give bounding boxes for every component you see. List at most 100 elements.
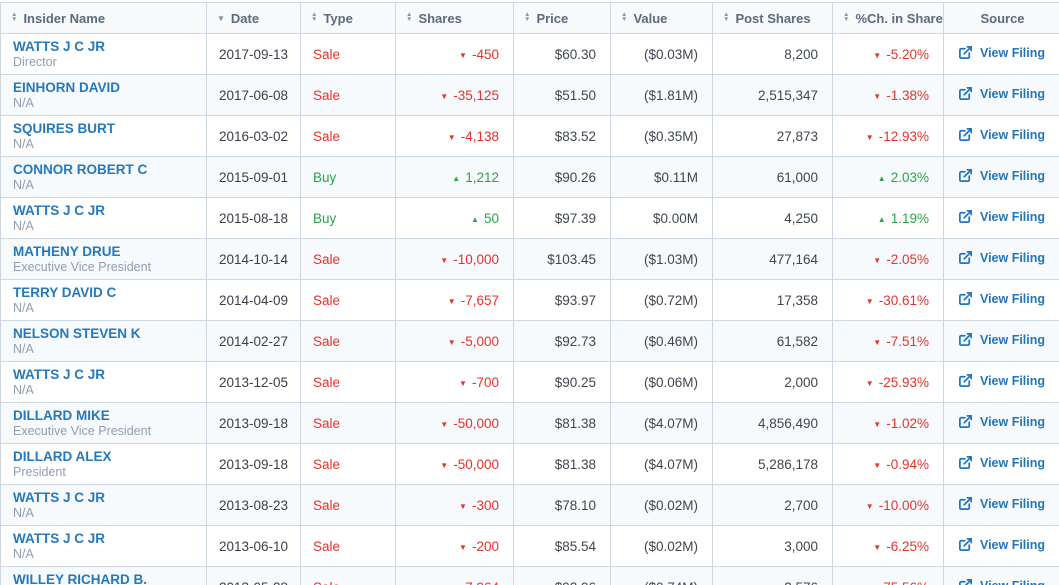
pct-change-value: -30.61% bbox=[878, 292, 929, 308]
post-shares-cell: 2,515,347 bbox=[712, 74, 833, 116]
column-header-post_shares[interactable]: ▲▼ ▼ Post Shares bbox=[712, 2, 833, 34]
column-header-pct_change[interactable]: ▲▼ ▼ %Ch. in Shares bbox=[832, 2, 944, 34]
column-header-price[interactable]: ▲▼ ▼ Price bbox=[513, 2, 611, 34]
insider-name-link[interactable]: DILLARD ALEX bbox=[13, 449, 112, 464]
view-filing-label: View Filing bbox=[979, 455, 1046, 470]
trend-arrow-icon: ▼ bbox=[873, 50, 882, 60]
column-label: Post Shares bbox=[735, 10, 811, 26]
insider-name-link[interactable]: WATTS J C JR bbox=[13, 490, 106, 505]
view-filing-label: View Filing bbox=[979, 250, 1046, 265]
insider-name-link[interactable]: MATHENY DRUE bbox=[13, 244, 121, 259]
post-shares-cell: 2,700 bbox=[712, 484, 833, 526]
view-filing-link[interactable]: View Filing bbox=[958, 168, 1045, 183]
type-cell: Sale bbox=[300, 74, 396, 116]
external-link-icon bbox=[958, 128, 972, 141]
date-cell: 2017-09-13 bbox=[206, 33, 301, 75]
pct-change-value: -5.20% bbox=[886, 46, 929, 62]
view-filing-link[interactable]: View Filing bbox=[958, 332, 1045, 347]
type-cell: Sale bbox=[300, 484, 396, 526]
type-cell: Sale bbox=[300, 33, 396, 75]
insider-name-link[interactable]: SQUIRES BURT bbox=[13, 121, 116, 136]
insider-name-link[interactable]: DILLARD MIKE bbox=[13, 408, 110, 423]
type-cell: Sale bbox=[300, 238, 396, 280]
external-link-icon bbox=[958, 292, 972, 305]
insider-title: N/A bbox=[13, 383, 34, 397]
type-cell: Sale bbox=[300, 279, 396, 321]
trend-arrow-icon: ▼ bbox=[440, 91, 449, 101]
view-filing-link[interactable]: View Filing bbox=[958, 209, 1045, 224]
insider-name-cell: WILLEY RICHARD B. N/A bbox=[0, 566, 207, 585]
view-filing-link[interactable]: View Filing bbox=[958, 455, 1045, 470]
shares-cell: ▼ -5,000 bbox=[395, 320, 514, 362]
shares-value: -50,000 bbox=[453, 456, 499, 472]
source-cell: View Filing bbox=[943, 525, 1059, 567]
pct-change-cell: ▼ -10.00% bbox=[832, 484, 944, 526]
pct-change-cell: ▼ -2.05% bbox=[832, 238, 944, 280]
source-cell: View Filing bbox=[943, 74, 1059, 116]
insider-name-link[interactable]: NELSON STEVEN K bbox=[13, 326, 141, 341]
source-cell: View Filing bbox=[943, 197, 1059, 239]
trend-arrow-icon: ▼ bbox=[873, 91, 882, 101]
table-row: WATTS J C JR N/A 2015-08-18 Buy ▲ 50 $97.… bbox=[0, 197, 1059, 239]
column-header-shares[interactable]: ▲▼ ▼ Shares bbox=[395, 2, 514, 34]
insider-name-link[interactable]: WILLEY RICHARD B. bbox=[13, 572, 147, 585]
pct-change-cell: ▼ -75.56% bbox=[832, 566, 944, 585]
insider-title: N/A bbox=[13, 547, 34, 561]
view-filing-link[interactable]: View Filing bbox=[958, 127, 1045, 142]
insider-name-link[interactable]: WATTS J C JR bbox=[13, 531, 106, 546]
date-cell: 2013-09-18 bbox=[206, 402, 301, 444]
type-cell: Sale bbox=[300, 402, 396, 444]
column-label: Type bbox=[323, 10, 353, 26]
insider-name-link[interactable]: CONNOR ROBERT C bbox=[13, 162, 148, 177]
insider-name-cell: DILLARD ALEX President bbox=[0, 443, 207, 485]
insider-name-link[interactable]: TERRY DAVID C bbox=[13, 285, 117, 300]
view-filing-link[interactable]: View Filing bbox=[958, 496, 1045, 511]
shares-value: -5,000 bbox=[460, 333, 499, 349]
column-header-value[interactable]: ▲▼ ▼ Value bbox=[610, 2, 713, 34]
value-cell: ($4.07M) bbox=[610, 402, 713, 444]
source-cell: View Filing bbox=[943, 361, 1059, 403]
insider-name-link[interactable]: WATTS J C JR bbox=[13, 367, 106, 382]
date-cell: 2015-08-18 bbox=[206, 197, 301, 239]
pct-change-cell: ▼ -0.94% bbox=[832, 443, 944, 485]
source-cell: View Filing bbox=[943, 33, 1059, 75]
value-cell: ($0.74M) bbox=[610, 566, 713, 585]
date-cell: 2013-05-28 bbox=[206, 566, 301, 585]
view-filing-link[interactable]: View Filing bbox=[958, 250, 1045, 265]
pct-change-cell: ▼ -5.20% bbox=[832, 33, 944, 75]
column-header-type[interactable]: ▲▼ ▼ Type bbox=[300, 2, 396, 34]
price-cell: $51.50 bbox=[513, 74, 611, 116]
view-filing-label: View Filing bbox=[979, 291, 1046, 306]
view-filing-link[interactable]: View Filing bbox=[958, 537, 1045, 552]
view-filing-link[interactable]: View Filing bbox=[958, 414, 1045, 429]
value-cell: ($0.02M) bbox=[610, 525, 713, 567]
price-cell: $90.26 bbox=[513, 156, 611, 198]
date-cell: 2013-09-18 bbox=[206, 443, 301, 485]
post-shares-cell: 27,873 bbox=[712, 115, 833, 157]
view-filing-label: View Filing bbox=[979, 45, 1046, 60]
price-cell: $103.45 bbox=[513, 238, 611, 280]
shares-cell: ▼ -450 bbox=[395, 33, 514, 75]
pct-change-value: -25.93% bbox=[878, 374, 929, 390]
view-filing-link[interactable]: View Filing bbox=[958, 45, 1045, 60]
view-filing-link[interactable]: View Filing bbox=[958, 86, 1045, 101]
value-cell: ($0.03M) bbox=[610, 33, 713, 75]
insider-title: N/A bbox=[13, 342, 34, 356]
column-header-date[interactable]: ▲▼ ▼ Date bbox=[206, 2, 301, 34]
insider-name-cell: NELSON STEVEN K N/A bbox=[0, 320, 207, 362]
column-header-name[interactable]: ▲▼ ▼ Insider Name bbox=[0, 2, 207, 34]
insider-name-link[interactable]: WATTS J C JR bbox=[13, 203, 106, 218]
insider-name-link[interactable]: WATTS J C JR bbox=[13, 39, 106, 54]
pct-change-cell: ▼ -12.93% bbox=[832, 115, 944, 157]
insider-name-cell: WATTS J C JR N/A bbox=[0, 525, 207, 567]
view-filing-link[interactable]: View Filing bbox=[958, 578, 1045, 585]
view-filing-label: View Filing bbox=[979, 496, 1046, 511]
view-filing-link[interactable]: View Filing bbox=[958, 373, 1045, 388]
source-cell: View Filing bbox=[943, 402, 1059, 444]
external-link-icon bbox=[958, 579, 972, 585]
view-filing-link[interactable]: View Filing bbox=[958, 291, 1045, 306]
date-cell: 2017-06-08 bbox=[206, 74, 301, 116]
table-row: EINHORN DAVID N/A 2017-06-08 Sale ▼ -35,1… bbox=[0, 74, 1059, 116]
insider-name-link[interactable]: EINHORN DAVID bbox=[13, 80, 121, 95]
